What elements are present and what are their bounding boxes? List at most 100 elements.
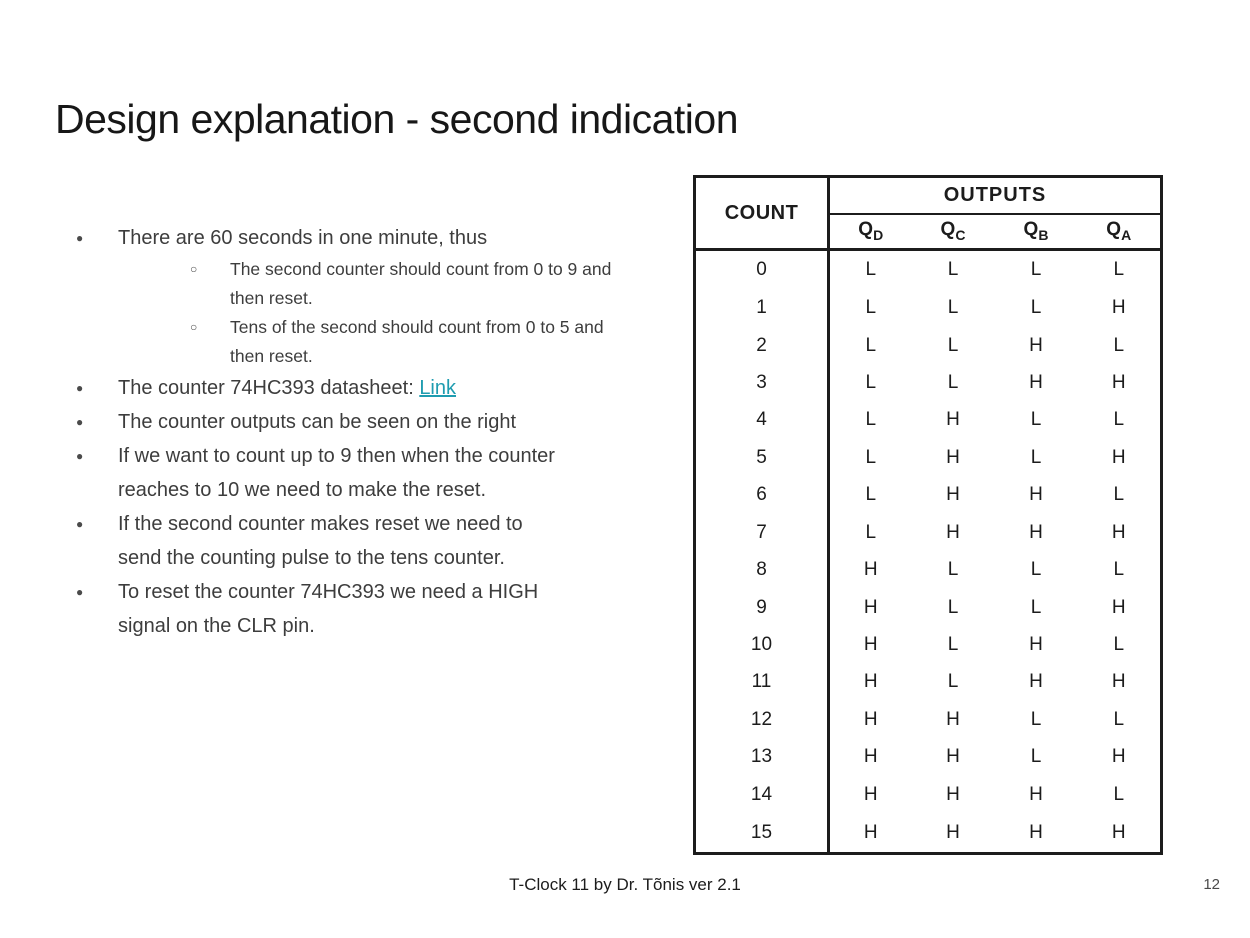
datasheet-link[interactable]: Link xyxy=(419,377,457,399)
table-row: 0 L L L L xyxy=(694,249,1162,290)
bullet-marker-icon: ● xyxy=(76,585,84,599)
page-number: 12 xyxy=(1203,876,1220,893)
sub-bullet-text: The second counter should count from 0 t… xyxy=(230,259,612,308)
bullet-text: If we want to count up to 9 then when th… xyxy=(118,445,555,501)
sub-bullet-text: Tens of the second should count from 0 t… xyxy=(230,317,604,366)
table-row: 2 L L H L xyxy=(694,326,1162,365)
count-cell: 4 xyxy=(694,401,830,440)
output-cell: L xyxy=(947,633,959,655)
column-header-qa: QA xyxy=(1077,213,1162,251)
output-cell: L xyxy=(865,484,877,506)
bullet-list: ● There are 60 seconds in one minute, th… xyxy=(68,221,628,643)
bullet-text-prefix: The counter 74HC393 datasheet: xyxy=(118,377,420,399)
table-row: 6 L H H L xyxy=(694,476,1162,514)
output-cell: H xyxy=(946,821,960,843)
output-cell: H xyxy=(1029,521,1043,543)
output-cell: H xyxy=(1111,596,1126,618)
output-cell: H xyxy=(1111,297,1126,319)
table-row: 4 L H L L xyxy=(694,401,1162,440)
output-cell: L xyxy=(1113,334,1125,356)
sub-bullet-marker-icon: ○ xyxy=(190,320,198,334)
count-cell: 7 xyxy=(694,514,830,552)
count-cell: 8 xyxy=(694,551,830,589)
list-item: ● The counter outputs can be seen on the… xyxy=(68,405,628,439)
table-row: 10 H L H L xyxy=(694,626,1162,664)
count-cell: 1 xyxy=(694,289,830,327)
list-item: ● To reset the counter 74HC393 we need a… xyxy=(68,575,628,643)
output-cell: H xyxy=(1111,746,1126,768)
output-cell: L xyxy=(947,297,959,319)
footer-text: T-Clock 11 by Dr. Tõnis ver 2.1 xyxy=(509,875,741,894)
count-cell: 12 xyxy=(694,701,830,739)
output-cell: H xyxy=(1029,671,1043,693)
table-row: 7 L H H H xyxy=(694,514,1162,552)
output-cell: L xyxy=(865,409,877,431)
output-cell: L xyxy=(1113,633,1125,655)
column-header-qd: QD xyxy=(828,213,912,251)
output-cell: L xyxy=(947,259,959,281)
output-cell: H xyxy=(1111,372,1126,394)
output-cell: H xyxy=(1111,821,1126,843)
output-cell: L xyxy=(865,334,877,356)
page-title: Design explanation - second indication xyxy=(55,96,739,142)
list-item: ○ The second counter should count from 0… xyxy=(118,255,628,313)
output-cell: L xyxy=(1030,446,1042,468)
bullet-text: There are 60 seconds in one minute, thus xyxy=(118,227,488,249)
output-cell: L xyxy=(947,334,959,356)
sub-bullet-marker-icon: ○ xyxy=(190,262,198,276)
output-cell: H xyxy=(863,746,878,768)
output-cell: L xyxy=(1113,484,1125,506)
output-cell: H xyxy=(863,596,878,618)
sub-bullet-list: ○ The second counter should count from 0… xyxy=(118,255,628,371)
list-item: ● The counter 74HC393 datasheet: Link xyxy=(68,371,628,405)
output-cell: H xyxy=(863,671,878,693)
table-row: 15 H H H H xyxy=(694,813,1162,854)
output-cell: L xyxy=(1030,596,1042,618)
output-cell: L xyxy=(947,372,959,394)
output-cell: L xyxy=(1030,559,1042,581)
table-row: 13 H H L H xyxy=(694,738,1162,776)
count-cell: 15 xyxy=(694,813,830,854)
table-row: 5 L H L H xyxy=(694,439,1162,477)
output-cell: L xyxy=(947,559,959,581)
table-row: 12 H H L L xyxy=(694,701,1162,739)
output-cell: H xyxy=(1029,821,1043,843)
output-cell: L xyxy=(1030,259,1042,281)
column-header-qb: QB xyxy=(994,213,1078,251)
output-cell: H xyxy=(1111,671,1126,693)
table-row: 11 H L H H xyxy=(694,663,1162,702)
outputs-group-header: OUTPUTS xyxy=(828,176,1162,215)
output-cell: L xyxy=(947,596,959,618)
bullet-text: If the second counter makes reset we nee… xyxy=(118,513,523,569)
output-cell: H xyxy=(1029,334,1043,356)
list-item: ○ Tens of the second should count from 0… xyxy=(118,313,628,371)
count-cell: 14 xyxy=(694,775,830,814)
list-item: ● There are 60 seconds in one minute, th… xyxy=(68,221,628,371)
table-row: 1 L L L H xyxy=(694,289,1162,327)
output-cell: H xyxy=(1111,521,1126,543)
output-cell: L xyxy=(1113,409,1125,431)
count-cell: 11 xyxy=(694,663,830,702)
count-cell: 0 xyxy=(694,249,830,290)
list-item: ● If the second counter makes reset we n… xyxy=(68,507,628,575)
output-cell: L xyxy=(1113,708,1125,730)
table-row: 9 H L L H xyxy=(694,588,1162,627)
output-cell: H xyxy=(946,708,960,730)
count-cell: 10 xyxy=(694,626,830,664)
bullet-text: The counter outputs can be seen on the r… xyxy=(118,411,517,433)
output-cell: H xyxy=(863,708,878,730)
count-cell: 3 xyxy=(694,364,830,402)
bullet-marker-icon: ● xyxy=(76,449,84,463)
bullet-marker-icon: ● xyxy=(76,231,84,245)
list-item: ● If we want to count up to 9 then when … xyxy=(68,439,628,507)
output-cell: H xyxy=(946,746,960,768)
count-cell: 2 xyxy=(694,326,830,365)
output-cell: L xyxy=(865,297,877,319)
output-cell: H xyxy=(946,521,960,543)
output-cell: H xyxy=(946,409,960,431)
bullet-marker-icon: ● xyxy=(76,415,84,429)
column-header-qc: QC xyxy=(911,213,995,251)
output-cell: L xyxy=(1030,746,1042,768)
